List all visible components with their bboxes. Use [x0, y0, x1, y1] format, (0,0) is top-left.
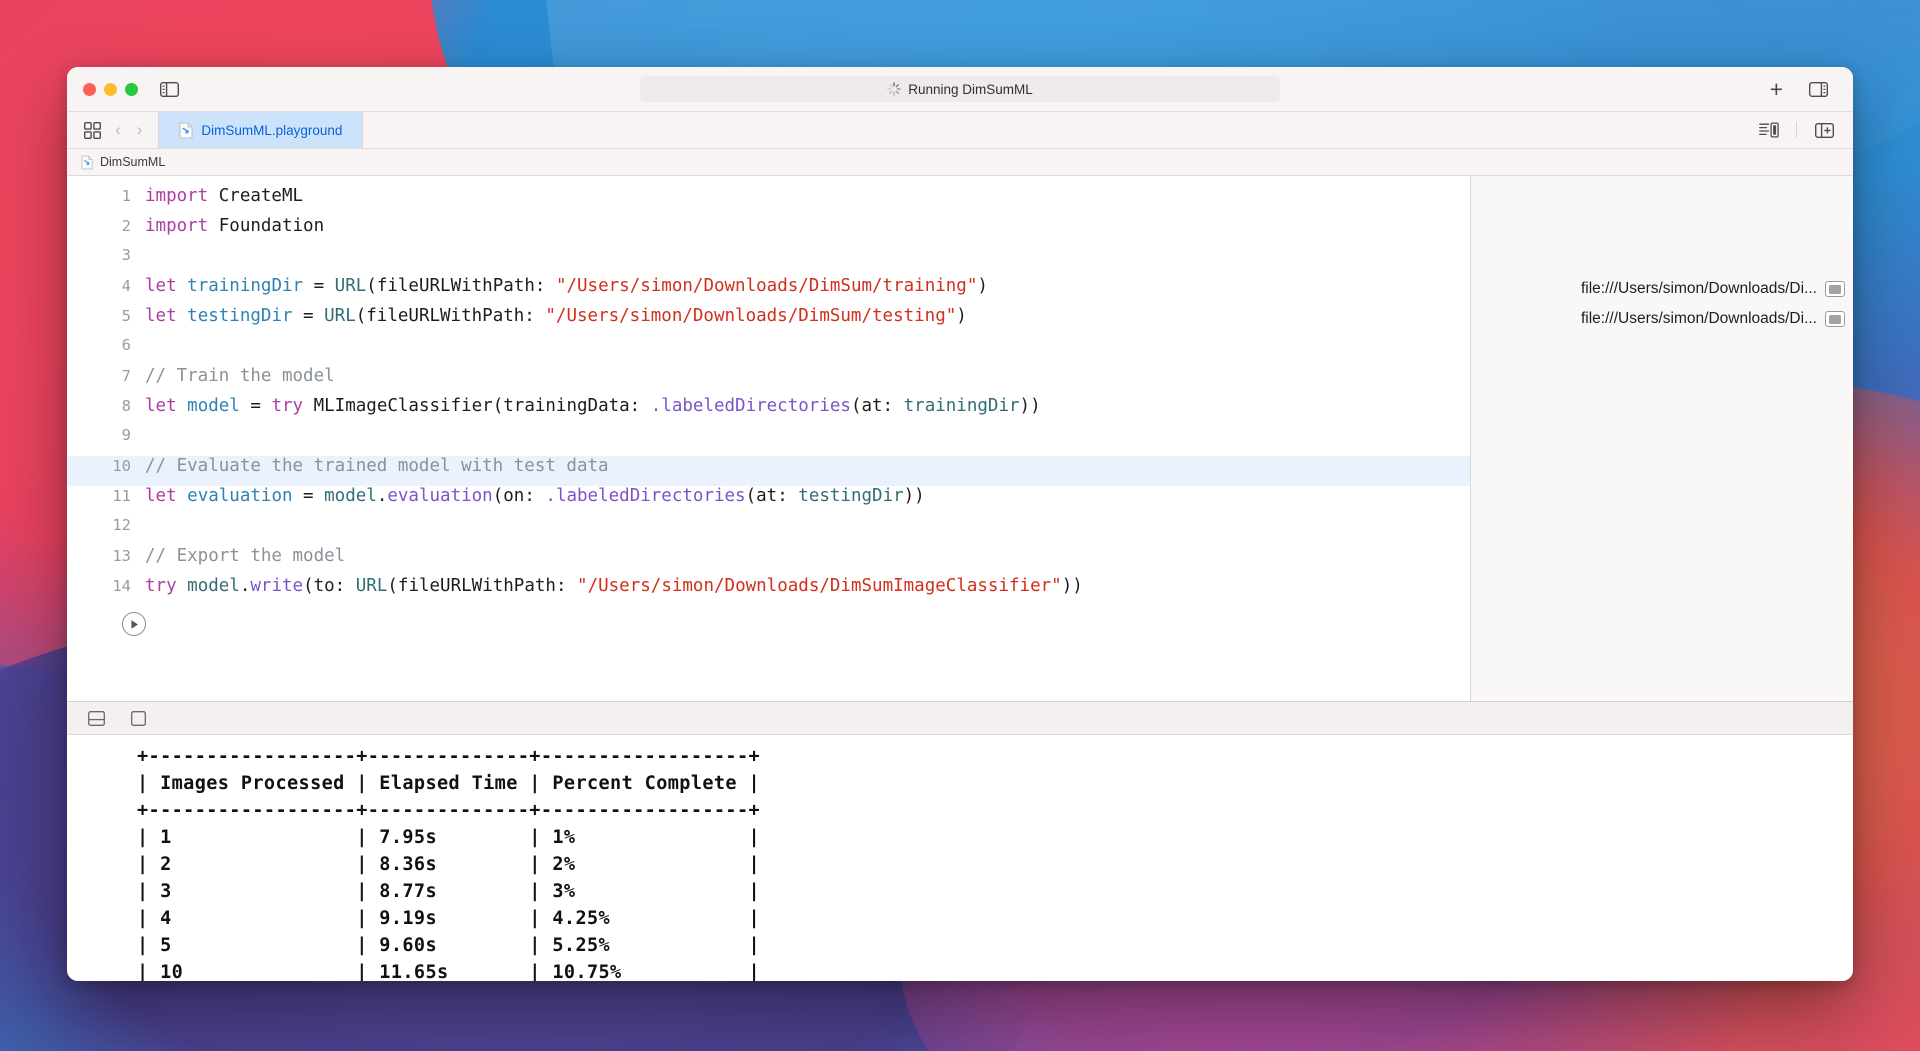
result-value-text: file:///Users/simon/Downloads/Di... [1580, 310, 1817, 327]
maximize-window-button[interactable] [125, 82, 138, 96]
code-line-text: import Foundation [145, 216, 325, 236]
line-number: 8 [121, 397, 131, 415]
line-number: 1 [121, 187, 131, 205]
code-line-text: // Export the model [145, 546, 346, 566]
inspector-toggle-icon[interactable] [1805, 78, 1831, 100]
tab-label: DimSumML.playground [201, 122, 343, 138]
line-number: 4 [121, 277, 131, 295]
code-line-1[interactable]: 1 import CreateML [67, 186, 1470, 216]
console-output-text: +------------------+--------------+-----… [137, 746, 761, 981]
toggle-console-icon[interactable] [83, 707, 109, 729]
toolbar-divider [1796, 122, 1797, 138]
add-button[interactable]: + [1769, 75, 1783, 102]
minimize-window-button[interactable] [104, 82, 117, 96]
line-number: 10 [112, 457, 131, 475]
console-output-pane[interactable]: +------------------+--------------+-----… [67, 735, 1853, 981]
editor-options-icon[interactable] [1756, 119, 1782, 141]
tab-bar-spacer [363, 112, 1740, 148]
activity-status-text: Running DimSumML [908, 81, 1033, 97]
toggle-results-icon[interactable] [125, 707, 151, 729]
titlebar-right-controls: + [1769, 75, 1837, 102]
code-line-11[interactable]: 11 let evaluation = model.evaluation(on: … [67, 486, 1470, 516]
code-line-9[interactable]: 9 [67, 426, 1470, 456]
line-number: 12 [112, 516, 131, 534]
code-line-2[interactable]: 2 import Foundation [67, 216, 1470, 246]
traffic-light-group [83, 82, 138, 96]
code-line-6[interactable]: 6 [67, 336, 1470, 366]
result-row[interactable]: file:///Users/simon/Downloads/Di... [1581, 280, 1845, 298]
quick-look-icon[interactable] [1825, 281, 1845, 297]
code-line-text: let testingDir = URL(fileURLWithPath: "/… [145, 306, 967, 326]
tab-bar-right-controls [1740, 112, 1853, 148]
code-line-12[interactable]: 12 [67, 516, 1470, 546]
line-number: 3 [121, 246, 131, 264]
code-line-text: let trainingDir = URL(fileURLWithPath: "… [145, 276, 988, 296]
activity-status-bar: Running DimSumML [640, 76, 1280, 102]
result-value-text: file:///Users/simon/Downloads/Di... [1580, 280, 1817, 297]
line-number: 2 [121, 217, 131, 235]
code-line-13[interactable]: 13 // Export the model [67, 546, 1470, 576]
console-toolbar [67, 701, 1853, 735]
line-number: 7 [121, 367, 131, 385]
navigate-back-button[interactable]: ‹ [115, 120, 121, 139]
code-line-text: try model.write(to: URL(fileURLWithPath:… [145, 576, 1083, 596]
navigate-forward-button[interactable]: › [136, 120, 143, 139]
code-line-5[interactable]: 5 let testingDir = URL(fileURLWithPath: "… [67, 306, 1470, 336]
breadcrumb-label: DimSumML [100, 155, 166, 169]
line-number: 5 [121, 307, 131, 325]
line-number: 6 [121, 336, 131, 354]
sidebar-toggle-icon[interactable] [156, 78, 182, 100]
code-line-text: // Evaluate the trained model with test … [145, 456, 609, 476]
code-line-4[interactable]: 4 let trainingDir = URL(fileURLWithPath: … [67, 276, 1470, 306]
code-line-14[interactable]: 14 try model.write(to: URL(fileURLWithPat… [67, 576, 1470, 606]
line-number: 13 [112, 547, 131, 565]
line-number: 14 [112, 577, 131, 595]
window-titlebar: Running DimSumML + [67, 67, 1853, 112]
line-number: 9 [121, 426, 131, 444]
editor-area: 1 import CreateML 2 import Foundation 3 4 let … [67, 176, 1853, 701]
quick-look-icon[interactable] [1825, 311, 1845, 327]
code-line-8[interactable]: 8 let model = try MLImageClassifier(train… [67, 396, 1470, 426]
line-number: 11 [112, 487, 131, 505]
code-line-text: import CreateML [145, 186, 304, 206]
run-playground-icon[interactable] [122, 612, 146, 636]
editor-tab-bar: ‹ › DimSumML.playground [67, 112, 1853, 149]
swift-playground-file-icon [179, 122, 193, 139]
playground-results-sidebar: file:///Users/simon/Downloads/Di... file:… [1470, 176, 1853, 701]
code-line-text: // Train the model [145, 366, 335, 386]
source-code-editor[interactable]: 1 import CreateML 2 import Foundation 3 4 let … [67, 176, 1470, 701]
xcode-window: Running DimSumML + [67, 67, 1853, 981]
swift-playground-file-icon [81, 155, 93, 170]
code-line-3[interactable]: 3 [67, 246, 1470, 276]
tab-bar-left-controls: ‹ › [67, 112, 158, 148]
code-line-10[interactable]: 10 // Evaluate the trained model with tes… [67, 456, 1470, 486]
tab-overview-icon[interactable] [79, 119, 105, 141]
result-row[interactable]: file:///Users/simon/Downloads/Di... [1581, 310, 1845, 328]
close-window-button[interactable] [83, 82, 96, 96]
add-editor-icon[interactable] [1811, 119, 1837, 141]
breadcrumb[interactable]: DimSumML [67, 149, 1853, 176]
code-line-text: let evaluation = model.evaluation(on: .l… [145, 486, 925, 506]
tab-dimsumml-playground[interactable]: DimSumML.playground [158, 112, 364, 148]
code-line-text: let model = try MLImageClassifier(traini… [145, 396, 1041, 416]
spinner-icon [887, 82, 901, 96]
code-line-7[interactable]: 7 // Train the model [67, 366, 1470, 396]
